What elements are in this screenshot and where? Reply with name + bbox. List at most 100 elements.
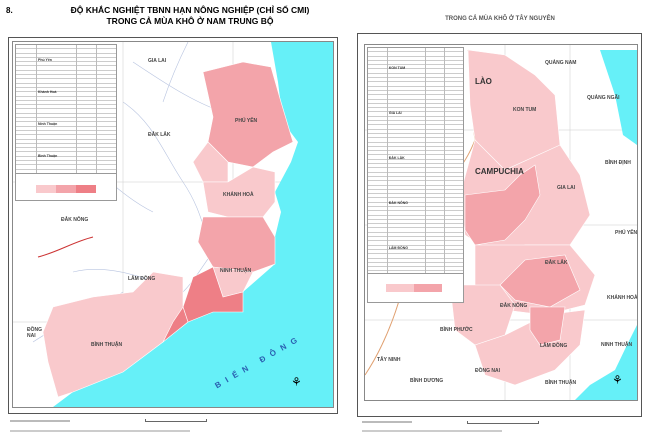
table-row bbox=[368, 203, 463, 207]
table-row bbox=[368, 246, 463, 250]
compass-north-icon: ⚘ bbox=[612, 373, 623, 387]
khanh-hoa-north bbox=[202, 166, 276, 218]
right-scale-bar bbox=[467, 421, 539, 424]
table-row bbox=[368, 181, 463, 186]
table-row bbox=[16, 92, 116, 97]
table-row bbox=[368, 108, 463, 113]
label-binh-thuan: BÌNH THUẬN bbox=[545, 380, 577, 386]
table-group-label: Phú Yên bbox=[38, 57, 52, 62]
table-row bbox=[368, 95, 463, 100]
table-row bbox=[368, 117, 463, 122]
legend-swatch-mid bbox=[414, 284, 442, 292]
left-footnote bbox=[10, 420, 70, 422]
table-row bbox=[16, 109, 116, 114]
provinces bbox=[42, 61, 294, 398]
table-row bbox=[368, 254, 463, 259]
table-group-label: ĐẮK NÔNG bbox=[388, 201, 408, 205]
table-row bbox=[368, 177, 463, 182]
compass-north-icon: ⚘ bbox=[291, 375, 302, 389]
table-row bbox=[368, 194, 463, 199]
sea-north bbox=[600, 50, 637, 145]
table-row bbox=[368, 259, 463, 263]
table-row bbox=[368, 138, 463, 143]
table-row bbox=[368, 173, 463, 177]
table-column-divider bbox=[425, 48, 426, 273]
table-row bbox=[16, 84, 116, 88]
left-source-note bbox=[10, 430, 190, 432]
label-quang-ngai: QUẢNG NGÃI bbox=[587, 95, 620, 101]
table-row bbox=[16, 127, 116, 131]
legend-swatch-high bbox=[76, 185, 96, 193]
table-row bbox=[368, 52, 463, 57]
gia-lai-dark bbox=[464, 164, 541, 246]
legend-swatch-mid bbox=[56, 185, 76, 193]
table-row bbox=[368, 61, 463, 66]
table-row bbox=[368, 147, 463, 152]
table-row bbox=[16, 144, 116, 149]
table-row bbox=[368, 160, 463, 165]
lam-dong-dark bbox=[529, 306, 566, 346]
table-row bbox=[368, 82, 463, 87]
table-row bbox=[16, 122, 116, 127]
table-column-divider bbox=[444, 48, 445, 273]
table-row bbox=[16, 161, 116, 166]
table-row bbox=[16, 157, 116, 162]
legend-left bbox=[15, 173, 117, 201]
table-row bbox=[368, 69, 463, 74]
table-row bbox=[16, 97, 116, 101]
table-row bbox=[368, 164, 463, 169]
table-column-divider bbox=[96, 45, 97, 173]
table-row bbox=[16, 165, 116, 170]
table-row bbox=[368, 151, 463, 156]
left-map-svg bbox=[13, 42, 333, 407]
table-group-label: Ninh Thuận bbox=[38, 121, 58, 126]
sea bbox=[53, 42, 333, 407]
table-row bbox=[16, 54, 116, 58]
table-row bbox=[16, 88, 116, 93]
table-row bbox=[368, 207, 463, 212]
label-khanh-hoa: KHÁNH HOÀ bbox=[223, 192, 254, 198]
legend-swatch-low bbox=[36, 185, 56, 193]
figure-number: 8. bbox=[6, 6, 13, 15]
label-cambodia: CAMPUCHIA bbox=[475, 165, 524, 178]
table-row bbox=[368, 65, 463, 70]
table-row bbox=[16, 148, 116, 153]
right-map-title: TRONG CẢ MÙA KHÔ Ở TÂY NGUYÊN bbox=[445, 16, 555, 22]
left-scale-bar bbox=[145, 419, 207, 422]
table-row bbox=[368, 216, 463, 220]
table-row bbox=[16, 49, 116, 54]
label-phu-yen: PHÚ YÊN bbox=[235, 118, 258, 124]
label-dak-nong: ĐẮK NÔNG bbox=[61, 217, 89, 223]
table-group-label: Bình Thuận bbox=[38, 153, 58, 158]
table-group-label: LÂM ĐỒNG bbox=[388, 246, 408, 250]
table-row bbox=[368, 125, 463, 130]
label-kon-tum: KON TUM bbox=[513, 107, 537, 113]
table-row bbox=[16, 152, 116, 157]
table-row bbox=[368, 100, 463, 104]
table-row bbox=[368, 190, 463, 195]
table-row bbox=[16, 101, 116, 106]
table-row bbox=[368, 250, 463, 255]
label-phu-yen: PHÚ YÊN bbox=[615, 230, 638, 236]
table-row bbox=[368, 224, 463, 229]
table-row bbox=[368, 91, 463, 96]
table-row bbox=[368, 74, 463, 79]
table-row bbox=[16, 45, 116, 50]
phu-yen bbox=[202, 61, 294, 168]
table-row bbox=[368, 228, 463, 233]
table-row bbox=[368, 87, 463, 91]
table-row bbox=[368, 168, 463, 173]
table-column-divider bbox=[76, 45, 77, 173]
table-row bbox=[16, 118, 116, 123]
table-row bbox=[16, 75, 116, 80]
sea-south bbox=[575, 325, 637, 400]
table-row bbox=[368, 211, 463, 216]
table-row bbox=[368, 130, 463, 134]
table-row bbox=[368, 48, 463, 53]
table-row bbox=[368, 233, 463, 238]
provinces bbox=[449, 49, 596, 386]
table-row bbox=[16, 62, 116, 67]
border-line bbox=[37, 236, 94, 258]
khanh-hoa bbox=[197, 216, 276, 273]
label-dak-nong: ĐẮK NÔNG bbox=[500, 303, 528, 309]
